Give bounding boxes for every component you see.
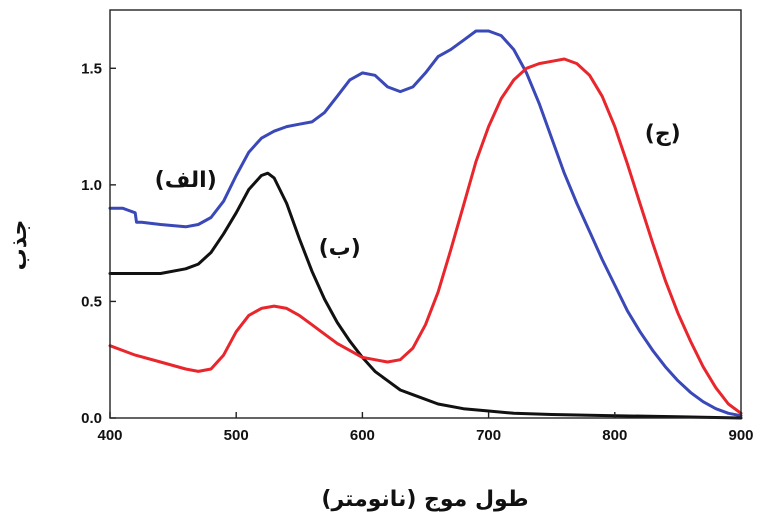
x-tick-label-1: 500 [224, 427, 249, 444]
series-annotations: (الف) (ب) (ج) [155, 122, 681, 261]
y-tick-label-1: 0.5 [81, 293, 102, 310]
x-tick-label-2: 600 [350, 427, 375, 444]
series-line-2 [108, 57, 743, 415]
series-label-1: (ب) [319, 236, 361, 261]
series-line-1 [108, 171, 743, 420]
y-tick-label-2: 1.0 [81, 177, 102, 194]
x-tick-label-5: 900 [728, 427, 753, 444]
x-tick-label-0: 400 [97, 427, 122, 444]
y-tick-label-3: 1.5 [81, 60, 102, 77]
axis-ticks: 400 500 600 700 800 900 0.0 0.5 1.0 1.5 [81, 60, 753, 444]
series-line-0 [108, 29, 743, 418]
x-axis-title: طول موج (نانومتر) [321, 487, 528, 512]
series-label-2: (ج) [645, 122, 681, 147]
y-tick-label-0: 0.0 [81, 410, 102, 427]
x-tick-label-3: 700 [476, 427, 501, 444]
series-label-0: (الف) [155, 168, 217, 193]
x-tick-label-4: 800 [602, 427, 627, 444]
y-axis-title: جذب [7, 220, 32, 271]
series-lines [108, 29, 743, 420]
plot-frame [109, 9, 742, 419]
